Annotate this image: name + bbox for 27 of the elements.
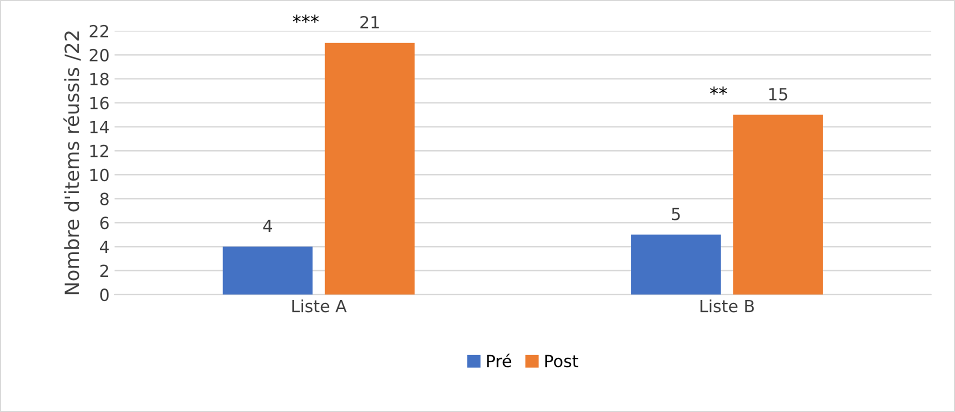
legend-label: Post: [545, 354, 578, 368]
x-tick-label: Liste B: [700, 299, 754, 312]
x-tick-label: Liste A: [292, 299, 347, 312]
data-label: 5: [672, 208, 680, 220]
y-tick-label: 22: [90, 24, 108, 38]
annotation: **: [710, 86, 728, 95]
y-tick-label: 8: [100, 192, 109, 206]
text: ***: [292, 14, 319, 23]
y-tick-label: 12: [90, 144, 108, 158]
y-tick-label: 6: [100, 216, 109, 230]
y-tick-label: 4: [100, 240, 109, 253]
y-tick-label: 20: [90, 48, 109, 62]
data-label: 21: [360, 16, 379, 28]
bar: [631, 234, 721, 295]
y-tick-label: 14: [90, 120, 109, 134]
y-tick-label: 0: [100, 288, 109, 302]
data-label: 15: [769, 88, 788, 100]
data-label: 4: [263, 220, 272, 232]
legend-label: Pré: [487, 354, 512, 368]
bar: [324, 42, 415, 295]
bar: [733, 114, 823, 295]
bar: [222, 246, 313, 295]
y-axis-title: Nombre d'items réussis /22: [63, 31, 81, 294]
y-tick-label: 18: [90, 72, 109, 86]
y-tick-label: 10: [90, 168, 109, 182]
y-tick-label: 16: [90, 96, 109, 110]
y-tick-label: 2: [100, 264, 108, 277]
